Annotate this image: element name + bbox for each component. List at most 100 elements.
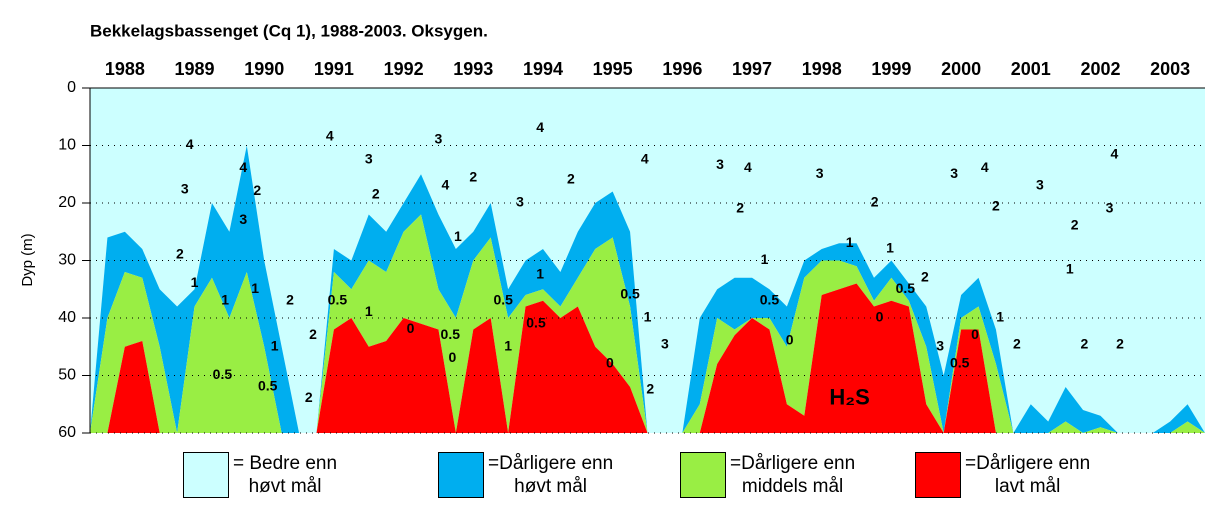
contour-label: 3 <box>516 194 524 210</box>
contour-label: 2 <box>1071 217 1079 233</box>
y-tick-label: 0 <box>67 79 76 96</box>
contour-label: 2 <box>253 182 261 198</box>
contour-label: 4 <box>1111 145 1119 161</box>
contour-label: 0.5 <box>950 355 970 371</box>
y-tick-label: 50 <box>58 367 76 384</box>
contour-label: 4 <box>326 128 334 144</box>
contour-label: 3 <box>365 151 373 167</box>
legend-label: =Dårligere enn høvt mål <box>488 453 614 497</box>
x-tick-label: 2002 <box>1080 59 1120 79</box>
x-tick-label: 1996 <box>662 59 702 79</box>
contour-label: 3 <box>181 180 189 196</box>
legend-swatch <box>915 452 961 498</box>
contour-label: 2 <box>176 245 184 261</box>
x-tick-label: 1989 <box>175 59 215 79</box>
contour-label: 0.5 <box>328 291 348 307</box>
contour-label: 1 <box>1066 260 1074 276</box>
contour-label: 0 <box>876 309 884 325</box>
y-tick-label: 10 <box>58 137 76 154</box>
chart-title: Bekkelagsbassenget (Cq 1), 1988-2003. Ok… <box>90 21 488 40</box>
contour-label: 3 <box>716 156 724 172</box>
contour-label: 0 <box>971 326 979 342</box>
contour-label: 1 <box>365 303 373 319</box>
contour-label: 2 <box>646 381 654 397</box>
contour-label: 2 <box>309 326 317 342</box>
x-tick-label: 1999 <box>871 59 911 79</box>
x-tick-label: 1991 <box>314 59 354 79</box>
contour-label: 1 <box>996 309 1004 325</box>
legend-item: = Bedre enn høvt mål <box>183 452 337 498</box>
contour-label: 2 <box>871 194 879 210</box>
contour-label: 0.5 <box>494 291 514 307</box>
legend-item: =Dårligere enn middels mål <box>680 452 855 498</box>
legend-swatch <box>438 452 484 498</box>
contour-label: 2 <box>736 199 744 215</box>
legend-swatch <box>183 452 229 498</box>
x-tick-label: 1993 <box>453 59 493 79</box>
area <box>90 88 1205 433</box>
x-tick-label: 1994 <box>523 59 563 79</box>
contour-label: 1 <box>454 228 462 244</box>
contour-label: 1 <box>536 266 544 282</box>
contour-label: 3 <box>435 130 443 146</box>
contour-label: 1 <box>271 337 279 353</box>
contour-label: 3 <box>661 336 669 352</box>
contour-label: 1 <box>504 337 512 353</box>
legend-label: = Bedre enn høvt mål <box>233 453 338 497</box>
contour-label: 4 <box>981 159 989 175</box>
contour-label: 1 <box>761 251 769 267</box>
chart: Bekkelagsbassenget (Cq 1), 1988-2003. Ok… <box>19 21 1205 441</box>
contour-label: 3 <box>239 211 247 227</box>
contour-label: 1 <box>221 291 229 307</box>
contour-label: 2 <box>1013 336 1021 352</box>
contour-label: 4 <box>442 176 450 192</box>
y-tick-label: 60 <box>58 424 76 441</box>
contour-label: 4 <box>239 159 247 175</box>
x-tick-label: 1995 <box>593 59 633 79</box>
y-tick-label: 40 <box>58 309 76 326</box>
contour-label: 0 <box>786 332 794 348</box>
x-tick-label: 1992 <box>384 59 424 79</box>
contour-label: 4 <box>536 119 544 135</box>
contour-label: 0.5 <box>258 378 278 394</box>
contour-label: 1 <box>846 234 854 250</box>
contour-label: 2 <box>1116 336 1124 352</box>
contour-label: 4 <box>641 151 649 167</box>
contour-label: 3 <box>1106 199 1114 215</box>
contour-label: 2 <box>305 389 313 405</box>
contour-label: 0.5 <box>441 326 461 342</box>
contour-label: 0.5 <box>760 291 780 307</box>
contour-label: 3 <box>936 337 944 353</box>
contour-label: 0 <box>448 349 456 365</box>
contour-label: 4 <box>744 159 752 175</box>
x-tick-label: 1998 <box>802 59 842 79</box>
x-tick-label: 2000 <box>941 59 981 79</box>
contour-label: 3 <box>816 165 824 181</box>
contour-label: 0 <box>606 355 614 371</box>
contour-label: 2 <box>469 168 477 184</box>
y-axis-label: Dyp (m) <box>19 233 36 286</box>
contour-label: 2 <box>921 268 929 284</box>
y-tick-label: 30 <box>58 252 76 269</box>
x-tick-label: 2001 <box>1011 59 1051 79</box>
contour-label: H₂S <box>829 384 869 409</box>
x-tick-label: 2003 <box>1150 59 1190 79</box>
area <box>90 283 1205 433</box>
legend-label: =Dårligere enn lavt mål <box>965 453 1091 497</box>
y-tick-label: 20 <box>58 194 76 211</box>
area <box>90 145 1205 433</box>
legend-label: =Dårligere enn middels mål <box>730 453 856 497</box>
contour-label: 2 <box>992 198 1000 214</box>
legend-item: =Dårligere enn lavt mål <box>915 452 1090 498</box>
contour-label: 3 <box>1036 176 1044 192</box>
legend-item: =Dårligere enn høvt mål <box>438 452 613 498</box>
contour-label: 1 <box>191 274 199 290</box>
contour-label: 0.5 <box>213 366 233 382</box>
contour-label: 1 <box>644 309 652 325</box>
x-tick-label: 1988 <box>105 59 145 79</box>
contour-label: 2 <box>286 291 294 307</box>
contour-label: 0.5 <box>526 314 546 330</box>
contour-label: 4 <box>186 136 194 152</box>
contour-label: 2 <box>567 171 575 187</box>
